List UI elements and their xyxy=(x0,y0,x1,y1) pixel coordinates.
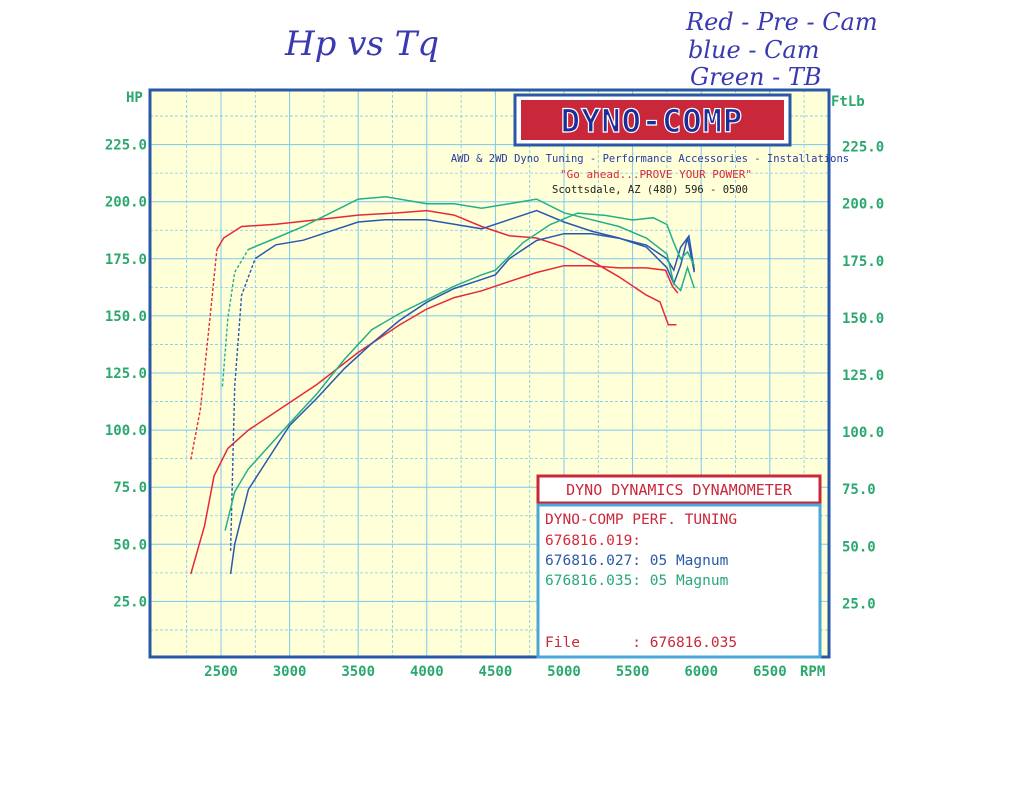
run-label-red: 676816.019: xyxy=(545,533,641,549)
y-left-tick-label: 75.0 xyxy=(113,480,147,496)
torque-curve-leadin-red xyxy=(190,249,218,460)
x-tick-label: 4500 xyxy=(479,664,513,680)
x-tick-label: 6000 xyxy=(684,664,718,680)
handwritten-legend-red: Red - Pre - Cam xyxy=(685,8,878,36)
x-tick-label: 3500 xyxy=(341,664,375,680)
y-right-tick-label: 100.0 xyxy=(842,425,884,441)
hp-curve-green xyxy=(224,212,695,531)
x-unit-label: RPM xyxy=(800,664,825,680)
torque-curve-leadin-green xyxy=(221,249,250,387)
curve-layer xyxy=(190,196,696,575)
y-right-tick-label: 225.0 xyxy=(842,140,884,156)
x-tick-label: 2500 xyxy=(204,664,238,680)
y-left-tick-label: 175.0 xyxy=(105,252,147,268)
run-info-box: DYNO-COMP PERF. TUNING 676816.019: 67681… xyxy=(536,503,822,659)
y-left-tick-label: 125.0 xyxy=(105,366,147,382)
run-label-green: 676816.035: 05 Magnum xyxy=(545,573,729,589)
logo-tagline: AWD & 2WD Dyno Tuning - Performance Acce… xyxy=(451,153,849,165)
y-left-tick-label: 50.0 xyxy=(113,537,147,553)
logo-slogan: "Go ahead...PROVE YOUR POWER" xyxy=(560,168,752,181)
dyno-comp-logo: DYNO-COMP AWD & 2WD Dyno Tuning - Perfor… xyxy=(451,93,849,196)
y-left-tick-label: 225.0 xyxy=(105,138,147,154)
x-tick-label: 5000 xyxy=(547,664,581,680)
hp-curve-red xyxy=(190,264,679,575)
y-right-tick-label: 50.0 xyxy=(842,539,876,555)
y-right-tick-label: 200.0 xyxy=(842,197,884,213)
dynamometer-header-box: DYNO DYNAMICS DYNAMOMETER xyxy=(536,474,822,505)
run-label-blue: 676816.027: 05 Magnum xyxy=(545,553,729,569)
y-right-tick-label: 125.0 xyxy=(842,368,884,384)
plot-frame xyxy=(148,88,831,659)
x-tick-label: 4000 xyxy=(410,664,444,680)
y-left-tick-label: 150.0 xyxy=(105,309,147,325)
y-left-tick-label: 100.0 xyxy=(105,423,147,439)
handwritten-legend-green: Green - TB xyxy=(690,63,822,91)
torque-curve-green xyxy=(248,196,696,292)
y-left-tick-label: 25.0 xyxy=(113,594,147,610)
tick-labels: 2500 3000 3500 4000 4500 5000 5500 6000 6500 25.0… xyxy=(105,138,884,680)
logo-text: DYNO-COMP xyxy=(561,102,743,140)
torque-curve-leadin-blue xyxy=(229,258,256,551)
y-right-tick-label: 25.0 xyxy=(842,596,876,612)
y-right-unit-label: FtLb xyxy=(831,94,865,110)
handwritten-title: Hp vs Tq xyxy=(284,24,439,64)
y-left-tick-label: 200.0 xyxy=(105,195,147,211)
file-label: File : 676816.035 xyxy=(545,635,737,651)
dynamometer-header-text: DYNO DYNAMICS DYNAMOMETER xyxy=(566,481,793,499)
x-tick-label: 6500 xyxy=(753,664,787,680)
x-tick-label: 3000 xyxy=(273,664,307,680)
y-right-tick-label: 175.0 xyxy=(842,254,884,270)
torque-curve-red xyxy=(216,209,677,326)
handwritten-legend-blue: blue - Cam xyxy=(688,36,820,64)
x-tick-label: 5500 xyxy=(616,664,650,680)
company-name: DYNO-COMP PERF. TUNING xyxy=(545,512,737,528)
y-right-tick-label: 75.0 xyxy=(842,482,876,498)
y-right-tick-label: 150.0 xyxy=(842,311,884,327)
logo-address: Scottsdale, AZ (480) 596 - 0500 xyxy=(552,184,748,196)
y-left-unit-label: HP xyxy=(126,90,143,106)
